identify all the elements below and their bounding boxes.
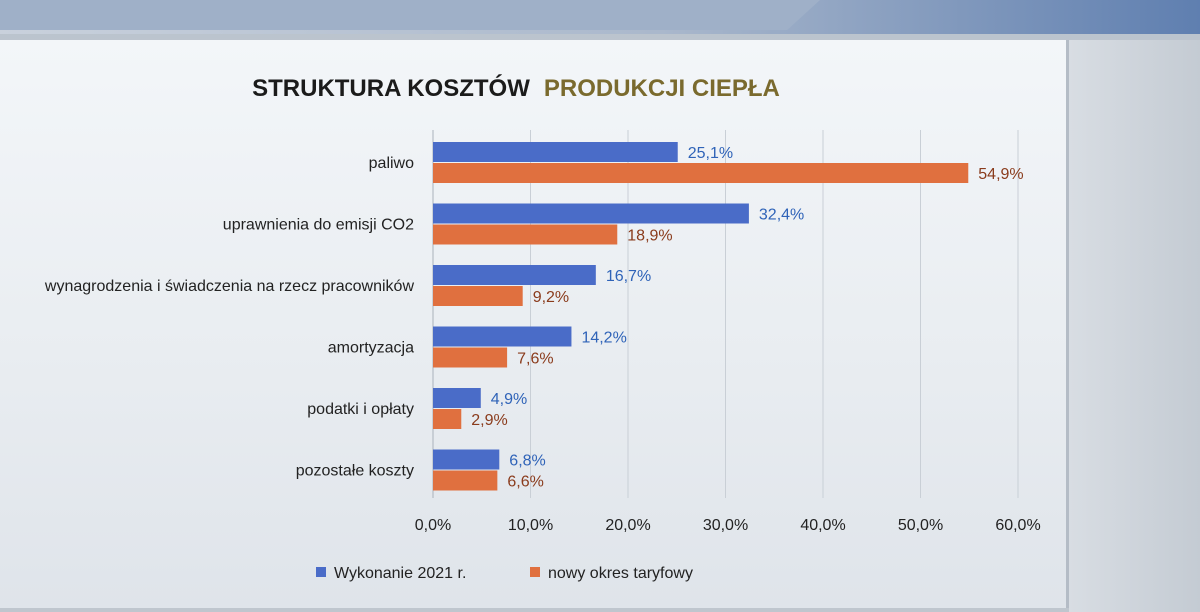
data-label: 54,9%: [978, 166, 1023, 183]
category-label: amortyzacja: [328, 340, 414, 357]
data-label: 14,2%: [581, 330, 626, 347]
chart-title: STRUKTURA KOSZTÓW PRODUKCJI CIEPŁA: [252, 74, 780, 102]
category-label: paliwo: [369, 155, 414, 172]
top-band-accent: [0, 0, 820, 30]
bar-series-2: [433, 409, 462, 429]
data-label: 9,2%: [533, 289, 569, 306]
x-tick-label: 10,0%: [508, 517, 553, 534]
data-label: 18,9%: [627, 228, 672, 245]
data-label: 7,6%: [517, 351, 553, 368]
data-label: 25,1%: [688, 145, 733, 162]
title-part-2: PRODUKCJI CIEPŁA: [544, 75, 780, 102]
legend-label: nowy okres taryfowy: [548, 565, 693, 582]
bar-series-2: [433, 224, 618, 245]
legend-swatch-1: [316, 567, 326, 577]
gridlines: [432, 130, 1019, 498]
bar-series-1: [433, 449, 500, 470]
x-tick-label: 30,0%: [703, 517, 748, 534]
category-label: wynagrodzenia i świadczenia na rzecz pra…: [44, 278, 415, 295]
bar-series-2: [433, 470, 498, 491]
right-strip: [1069, 40, 1200, 612]
bar-series-2: [433, 286, 523, 306]
bar-series-1: [433, 265, 596, 285]
category-label: pozostałe koszty: [296, 463, 414, 480]
data-label: 6,6%: [507, 474, 543, 491]
bar-series-1: [433, 142, 678, 162]
data-label: 16,7%: [606, 268, 651, 285]
x-tick-label: 20,0%: [605, 517, 650, 534]
x-tick-label: 60,0%: [995, 517, 1040, 534]
bars: 25,1% 54,9% 32,4% 18,9% 16,7% 9,2% 14,2% 7,6% 4,…: [433, 142, 1024, 491]
x-tick-label: 40,0%: [800, 517, 845, 534]
legend-swatch-2: [530, 567, 540, 577]
bar-series-2: [433, 163, 969, 183]
x-axis-ticks: 0,0% 10,0% 20,0% 30,0% 40,0% 50,0% 60,0%: [415, 517, 1041, 534]
bar-series-1: [433, 326, 572, 347]
data-label: 6,8%: [509, 453, 545, 470]
category-label: podatki i opłaty: [307, 401, 414, 418]
legend: Wykonanie 2021 r. nowy okres taryfowy: [316, 565, 693, 582]
bar-series-1: [433, 203, 749, 224]
slide-background: [0, 40, 1069, 608]
data-label: 4,9%: [491, 391, 527, 408]
bar-series-2: [433, 347, 508, 368]
data-label: 32,4%: [759, 207, 804, 224]
title-part-1: STRUKTURA KOSZTÓW: [252, 74, 530, 102]
legend-label: Wykonanie 2021 r.: [334, 565, 466, 582]
bar-series-1: [433, 388, 481, 408]
category-label: uprawnienia do emisji CO2: [223, 217, 414, 234]
data-label: 2,9%: [471, 412, 507, 429]
x-tick-label: 0,0%: [415, 517, 451, 534]
category-labels: paliwo uprawnienia do emisji CO2 wynagrodz…: [44, 155, 415, 480]
x-tick-label: 50,0%: [898, 517, 943, 534]
